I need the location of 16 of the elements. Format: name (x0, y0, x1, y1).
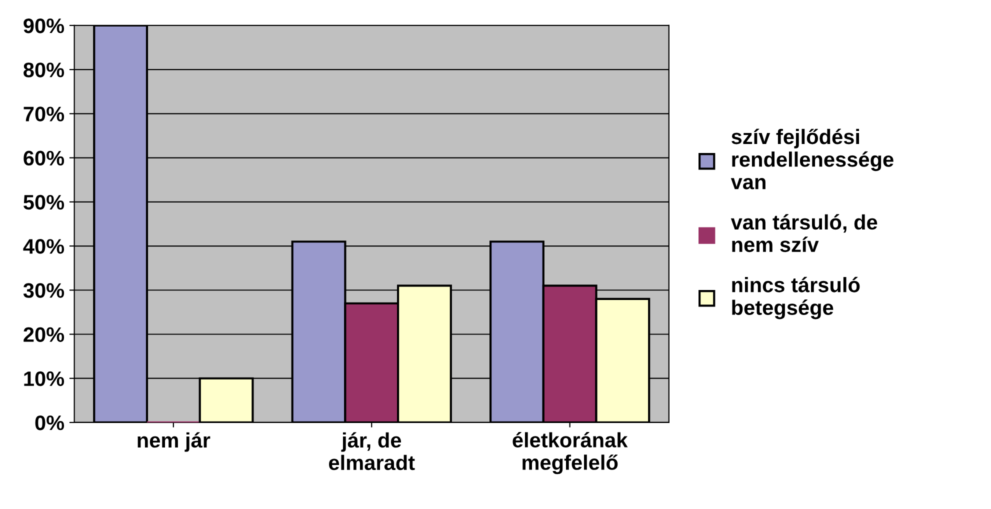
y-tick-label: 60% (24, 150, 64, 166)
legend-label: nincs társuló betegsége (732, 276, 860, 320)
x-tick-label: életkorának megfelelő (512, 432, 628, 474)
y-tick-label: 10% (24, 371, 64, 386)
y-tick-label: 80% (24, 62, 64, 78)
y-tick-label: 40% (23, 239, 64, 254)
y-tick-label: 70% (24, 106, 64, 122)
legend-label: szív fejlődési rendellenessége van (730, 128, 894, 190)
y-tick-label: 50% (24, 194, 64, 210)
y-tick-label: 20% (24, 327, 64, 342)
x-tick-label: jár, de elmaradt (329, 432, 415, 470)
x-tick-label: nem jár (138, 432, 210, 452)
legend-label: van társuló, de nem szív (730, 214, 878, 252)
y-tick-label: 30% (23, 283, 64, 298)
y-tick-label: 90% (24, 18, 64, 34)
y-tick-label: 0% (35, 415, 64, 430)
